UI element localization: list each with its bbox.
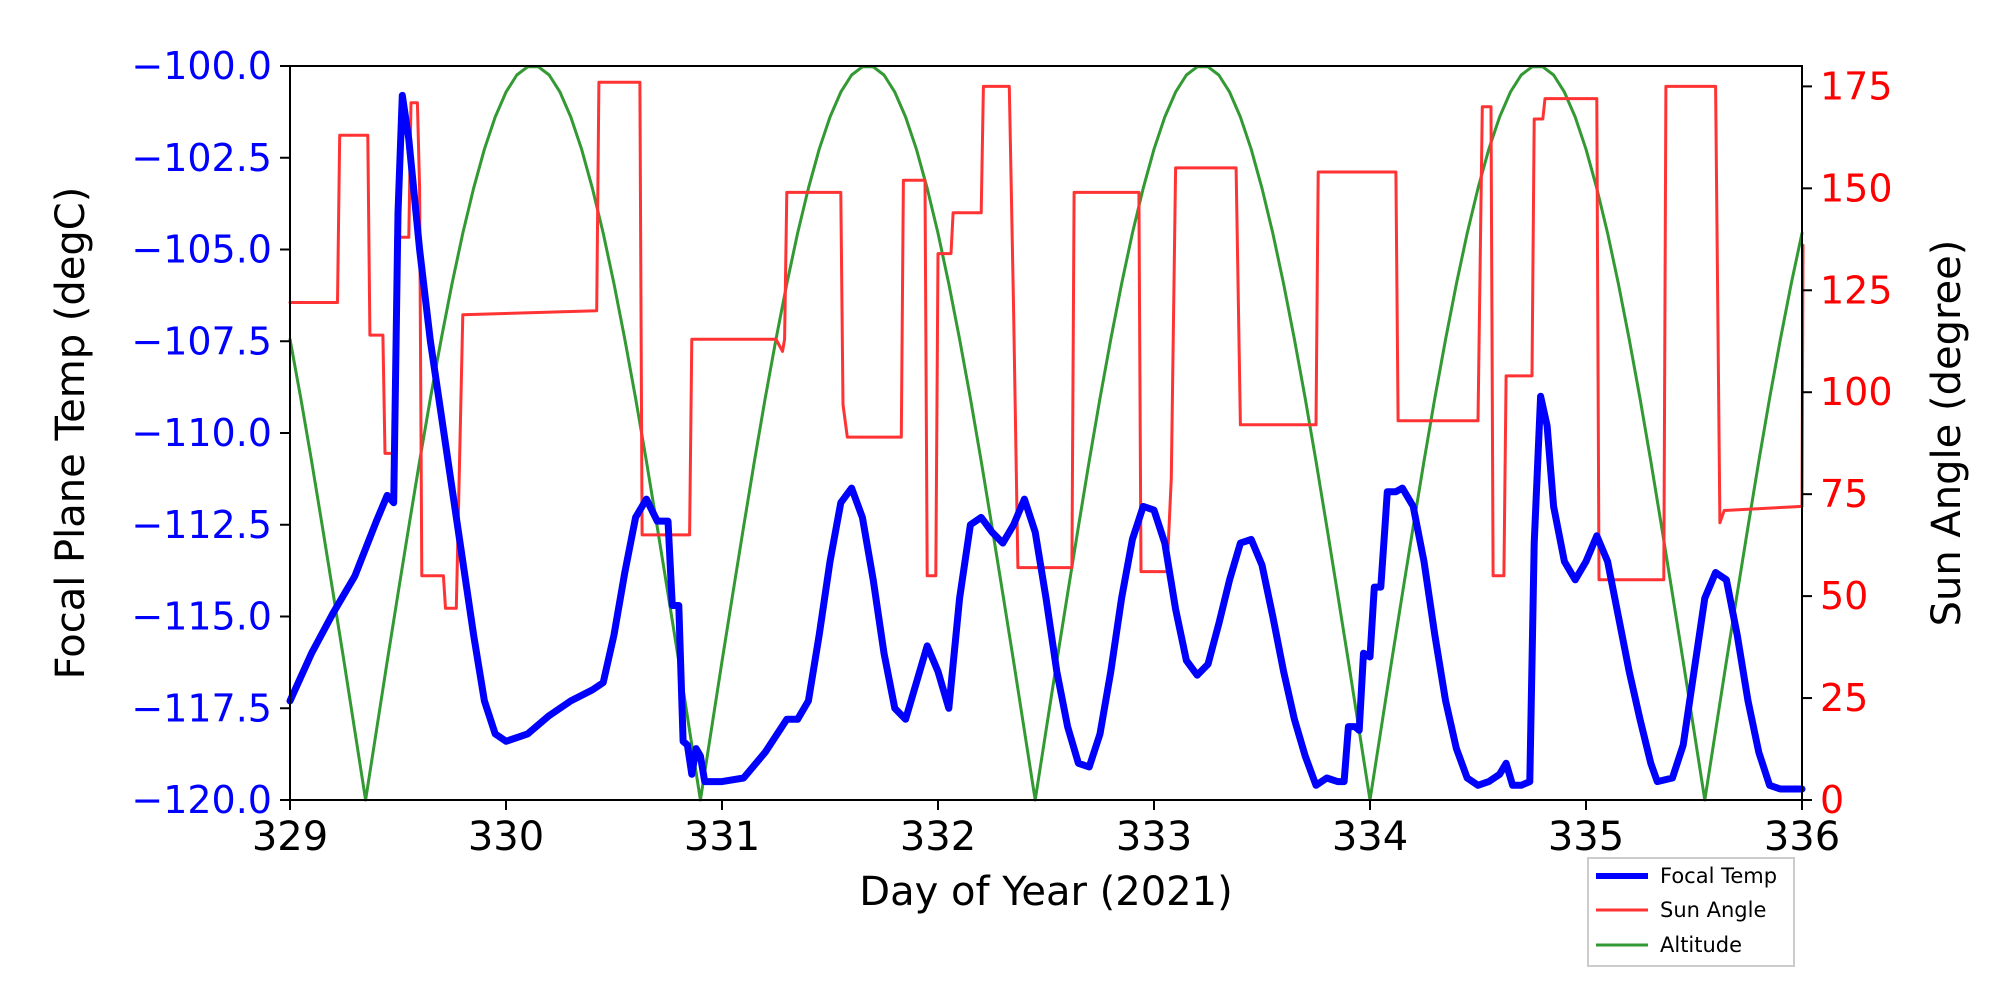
- y-left-tick-label: −107.5: [131, 319, 272, 363]
- y-left-tick-label: −117.5: [131, 686, 272, 730]
- x-tick-label: 332: [900, 814, 976, 860]
- y-axis-right-label: Sun Angle (degree): [1924, 240, 1970, 627]
- x-tick-label: 329: [252, 814, 328, 860]
- y-left-tick-label: −100.0: [131, 44, 272, 88]
- y-axis-right: 0 25 50 75 100 125 150 175: [1802, 64, 1893, 822]
- x-tick-label: 334: [1332, 814, 1408, 860]
- x-tick-label: 333: [1116, 814, 1192, 860]
- legend-label-altitude: Altitude: [1660, 933, 1742, 957]
- y-left-tick-label: −115.0: [131, 595, 272, 639]
- legend: Focal Temp Sun Angle Altitude: [1587, 857, 1795, 967]
- y-right-tick-label: 100: [1820, 370, 1893, 414]
- y-left-tick-label: −105.0: [131, 228, 272, 272]
- x-axis-label: Day of Year (2021): [859, 869, 1232, 915]
- series-layer: [286, 65, 1806, 802]
- x-axis: 329 330 331 332 333 334 335 336: [252, 800, 1840, 860]
- y-left-tick-label: −112.5: [131, 503, 272, 547]
- legend-label-sun-angle: Sun Angle: [1660, 898, 1766, 922]
- series-line-sun-angle: [288, 80, 1805, 610]
- x-tick-label: 331: [684, 814, 760, 860]
- y-right-tick-label: 0: [1820, 778, 1844, 822]
- y-right-tick-label: 50: [1820, 574, 1868, 618]
- y-axis-left-label: Focal Plane Temp (degC): [48, 187, 94, 680]
- y-right-tick-label: 25: [1820, 676, 1868, 720]
- y-right-tick-label: 75: [1820, 472, 1868, 516]
- x-tick-label: 335: [1548, 814, 1624, 860]
- y-axis-left: −120.0 −117.5 −115.0 −112.5 −110.0 −107.5 −105…: [131, 44, 290, 822]
- x-tick-label: 336: [1764, 814, 1840, 860]
- series-line-focal-temp: [286, 91, 1806, 793]
- x-tick-label: 330: [468, 814, 544, 860]
- y-left-tick-label: −102.5: [131, 136, 272, 180]
- y-left-tick-label: −120.0: [131, 778, 272, 822]
- y-right-tick-label: 150: [1820, 166, 1893, 210]
- series-line-altitude: [288, 65, 1804, 802]
- y-right-tick-label: 125: [1820, 268, 1893, 312]
- y-right-tick-label: 175: [1820, 64, 1893, 108]
- y-left-tick-label: −110.0: [131, 411, 272, 455]
- legend-label-focal-temp: Focal Temp: [1660, 864, 1777, 888]
- plot-frame: [289, 65, 1803, 801]
